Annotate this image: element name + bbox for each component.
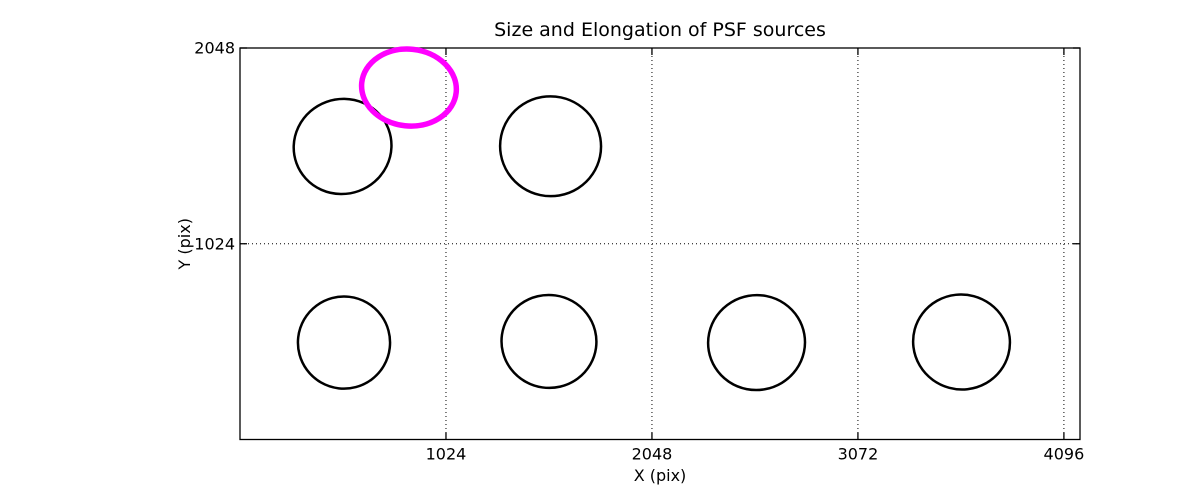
tick-marks xyxy=(240,47,1080,440)
psf-ellipse xyxy=(292,97,393,196)
psf-ellipse xyxy=(706,293,807,392)
tick-labels: 1024 2048 3072 4096 1024 2048 xyxy=(194,39,1084,464)
x-axis-label: X (pix) xyxy=(634,466,687,485)
x-tick-label: 4096 xyxy=(1044,445,1085,464)
psf-ellipse xyxy=(500,293,598,390)
x-tick-label: 2048 xyxy=(632,445,673,464)
psf-ellipse-flagged xyxy=(358,46,460,129)
y-tick-label: 1024 xyxy=(194,234,235,253)
psf-ellipses xyxy=(292,46,1012,392)
chart-title: Size and Elongation of PSF sources xyxy=(494,19,826,41)
x-tick-label: 1024 xyxy=(426,445,467,464)
psf-ellipse xyxy=(498,95,603,198)
psf-ellipse xyxy=(296,295,392,390)
y-axis-label: Y (pix) xyxy=(175,218,194,270)
y-tick-label: 2048 xyxy=(194,39,235,58)
x-tick-label: 3072 xyxy=(838,445,879,464)
psf-ellipse xyxy=(911,293,1012,391)
